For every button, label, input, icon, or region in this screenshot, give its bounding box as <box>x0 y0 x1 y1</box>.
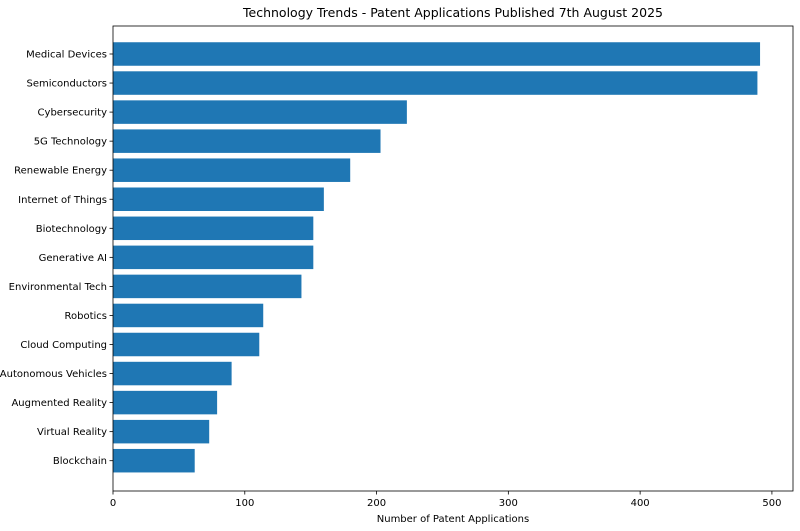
y-tick-label: Medical Devices <box>26 50 107 61</box>
y-tick-label: Environmental Tech <box>9 282 107 293</box>
bar <box>113 391 217 415</box>
bar <box>113 449 195 473</box>
bar <box>113 129 381 153</box>
bar-chart: Technology Trends - Patent Applications … <box>0 0 800 531</box>
bar <box>113 275 301 299</box>
x-axis-ticks: 0 100 200 300 400 500 <box>110 491 782 509</box>
y-tick-label: Robotics <box>65 311 108 322</box>
x-tick-label: 200 <box>367 498 386 509</box>
y-tick-label: Renewable Energy <box>14 166 107 177</box>
y-tick-label: Generative AI <box>39 253 107 264</box>
x-tick-label: 300 <box>499 498 518 509</box>
bar <box>113 362 232 386</box>
y-tick-label: Biotechnology <box>36 224 107 235</box>
bar <box>113 420 209 444</box>
y-axis-ticks: Medical Devices Semiconductors Cybersecuri… <box>0 50 113 468</box>
y-tick-label: Semiconductors <box>26 79 107 90</box>
y-tick-label: 5G Technology <box>34 137 107 148</box>
chart-container: Technology Trends - Patent Applications … <box>0 0 800 531</box>
bar <box>113 304 263 328</box>
bar <box>113 188 324 212</box>
chart-title: Technology Trends - Patent Applications … <box>242 5 663 20</box>
y-tick-label: Blockchain <box>53 456 107 467</box>
y-tick-label: Autonomous Vehicles <box>0 369 107 380</box>
x-tick-label: 500 <box>762 498 781 509</box>
bar <box>113 158 350 182</box>
bars-group <box>113 42 760 472</box>
bar <box>113 71 757 95</box>
bar <box>113 246 313 270</box>
x-tick-label: 100 <box>235 498 254 509</box>
bar <box>113 100 407 124</box>
bar <box>113 42 760 66</box>
x-tick-label: 0 <box>110 498 116 509</box>
bar <box>113 333 259 357</box>
y-tick-label: Internet of Things <box>18 195 107 206</box>
y-tick-label: Cloud Computing <box>20 340 107 351</box>
x-axis-label: Number of Patent Applications <box>377 514 529 525</box>
y-tick-label: Augmented Reality <box>11 398 107 409</box>
x-tick-label: 400 <box>631 498 650 509</box>
bar <box>113 217 313 241</box>
y-tick-label: Cybersecurity <box>38 108 108 119</box>
y-tick-label: Virtual Reality <box>37 427 107 438</box>
